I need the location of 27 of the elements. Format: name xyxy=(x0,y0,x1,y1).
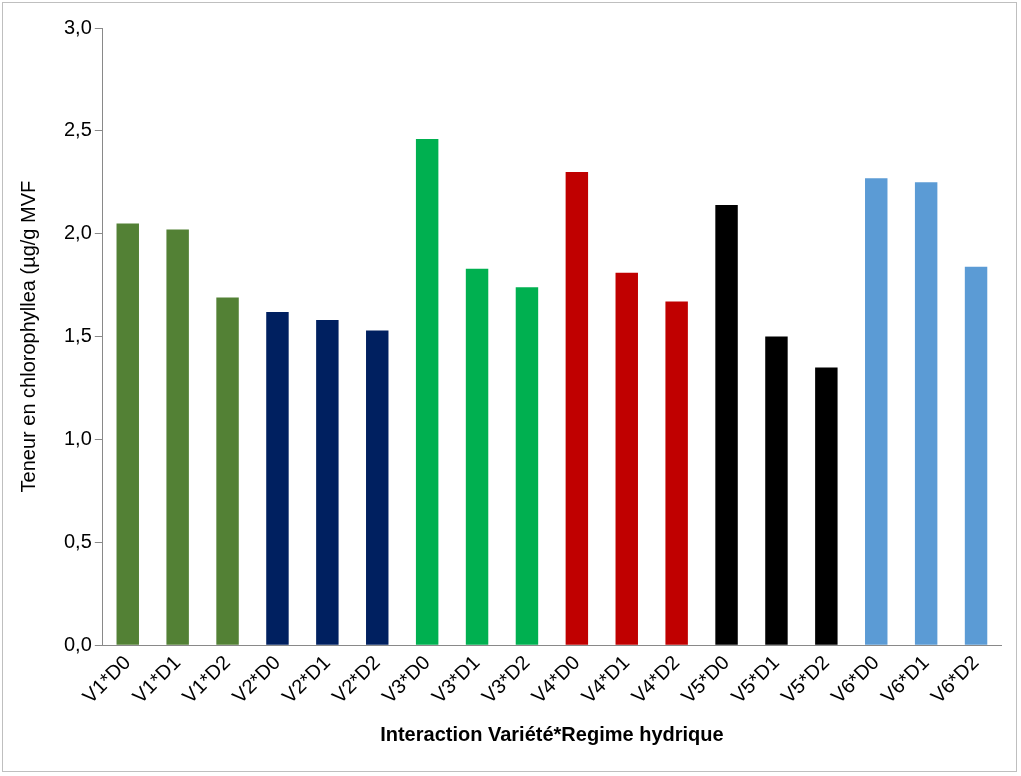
y-tick-label: 0,5 xyxy=(63,529,92,552)
bar xyxy=(865,178,888,645)
y-tick-label: 3,0 xyxy=(63,15,92,38)
bar xyxy=(715,204,738,645)
bar xyxy=(316,320,339,645)
bar xyxy=(465,268,489,645)
y-tick-label: 2,0 xyxy=(63,221,92,244)
bar xyxy=(116,223,139,645)
bar xyxy=(765,336,788,645)
bar xyxy=(565,172,589,645)
bar xyxy=(166,229,189,645)
y-tick-label: 1,0 xyxy=(63,426,92,449)
y-axis-title: Teneur en chlorophyllea (µg/g MVF xyxy=(16,180,39,493)
bar xyxy=(914,182,938,645)
y-tick-label: 0,0 xyxy=(63,632,92,655)
bar xyxy=(815,367,838,645)
bar xyxy=(216,297,239,645)
bar xyxy=(366,330,389,645)
y-tick-label: 2,5 xyxy=(63,118,92,141)
bar xyxy=(665,301,688,645)
y-tick-label: 1,5 xyxy=(63,324,92,347)
bar xyxy=(415,139,439,645)
bar xyxy=(266,311,289,645)
x-axis-title: Interaction Variété*Regime hydrique xyxy=(380,722,724,745)
bar xyxy=(515,287,539,645)
bar xyxy=(964,266,988,645)
bar xyxy=(615,272,638,645)
